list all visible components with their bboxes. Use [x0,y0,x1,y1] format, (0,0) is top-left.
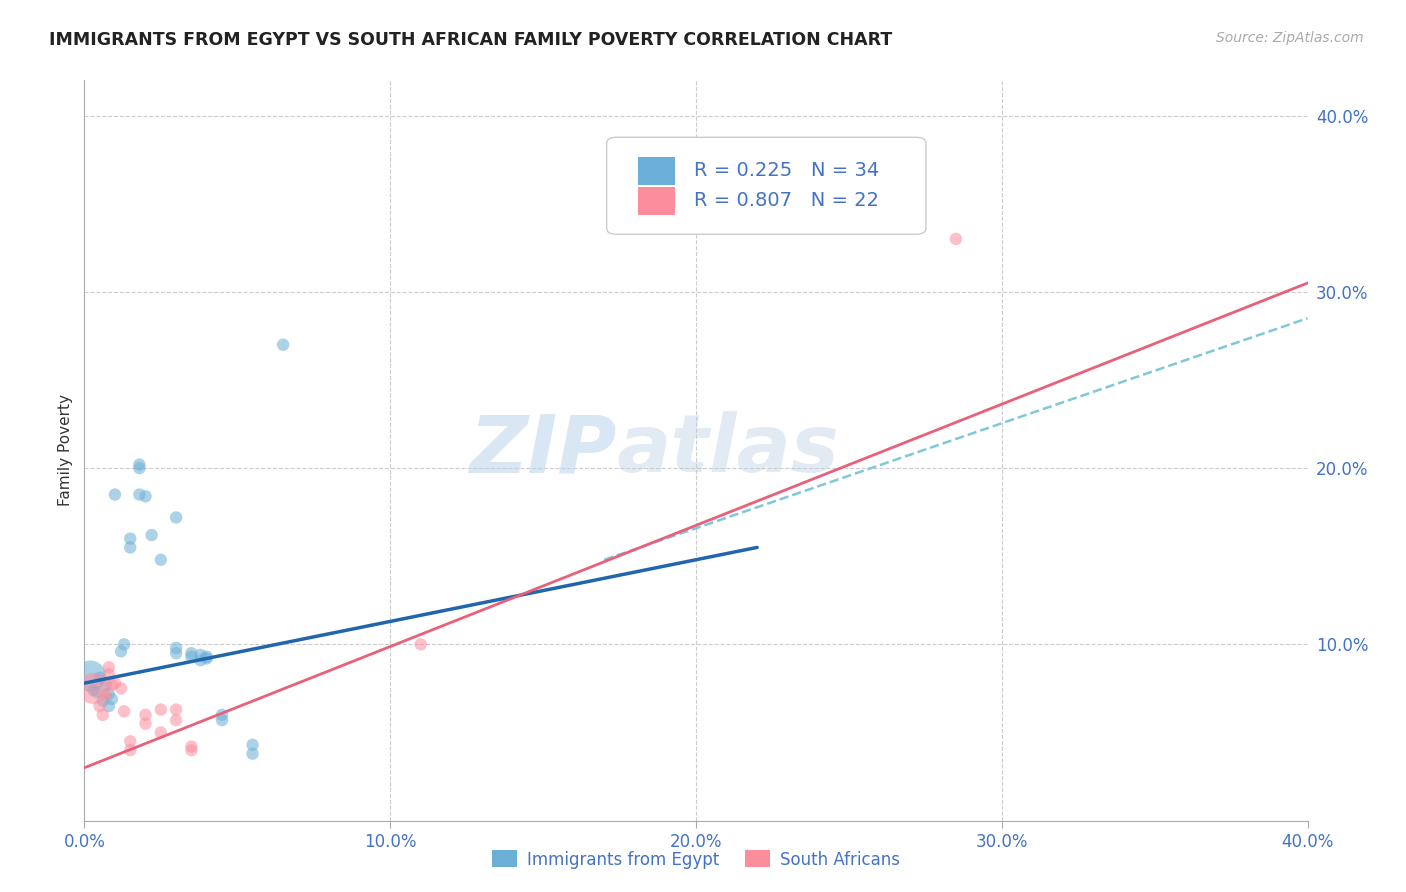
Point [149,725,172,739]
Point [141,528,163,542]
Point [110,644,132,658]
Point [242,747,264,761]
Point [195,651,218,665]
Point [242,738,264,752]
Y-axis label: Family Poverty: Family Poverty [58,394,73,507]
Point [180,649,202,664]
Text: atlas: atlas [616,411,839,490]
Point [195,649,218,664]
Point [165,646,187,660]
Text: R = 0.807   N = 22: R = 0.807 N = 22 [693,192,879,211]
FancyBboxPatch shape [606,137,927,235]
Point [101,678,124,692]
Point [211,707,233,722]
Legend: Immigrants from Egypt, South Africans: Immigrants from Egypt, South Africans [485,844,907,875]
Point [91,707,114,722]
Point [409,637,432,651]
Point [128,487,150,501]
Point [128,461,150,475]
Point [149,703,172,717]
Point [165,713,187,727]
Point [135,707,157,722]
Point [83,683,105,698]
Point [97,660,120,674]
Point [94,678,117,692]
Text: IMMIGRANTS FROM EGYPT VS SOUTH AFRICAN FAMILY POVERTY CORRELATION CHART: IMMIGRANTS FROM EGYPT VS SOUTH AFRICAN F… [49,31,893,49]
Point [79,669,101,683]
Point [135,716,157,731]
Point [89,699,111,714]
Text: R = 0.225   N = 34: R = 0.225 N = 34 [693,161,879,180]
Point [97,687,120,701]
Point [112,704,135,718]
Point [128,458,150,472]
Point [120,532,142,546]
Point [89,671,111,685]
Point [101,692,124,706]
FancyBboxPatch shape [638,156,675,185]
Point [190,653,212,667]
Point [91,694,114,708]
Point [83,681,105,696]
FancyBboxPatch shape [638,187,675,215]
Text: ZIP: ZIP [470,411,616,490]
Point [165,703,187,717]
Point [165,510,187,524]
Point [135,489,157,503]
Point [120,734,142,748]
Point [190,648,212,662]
Point [112,637,135,651]
Point [94,689,117,703]
Point [120,743,142,757]
Point [271,337,294,351]
Point [97,667,120,681]
Point [97,699,120,714]
Point [211,713,233,727]
Point [180,646,202,660]
Point [86,685,108,699]
Point [104,487,127,501]
Point [945,232,967,246]
Point [120,541,142,555]
Point [149,553,172,567]
Point [104,676,127,690]
Point [165,640,187,655]
Point [180,739,202,754]
Text: Source: ZipAtlas.com: Source: ZipAtlas.com [1216,31,1364,45]
Point [110,681,132,696]
Point [180,743,202,757]
